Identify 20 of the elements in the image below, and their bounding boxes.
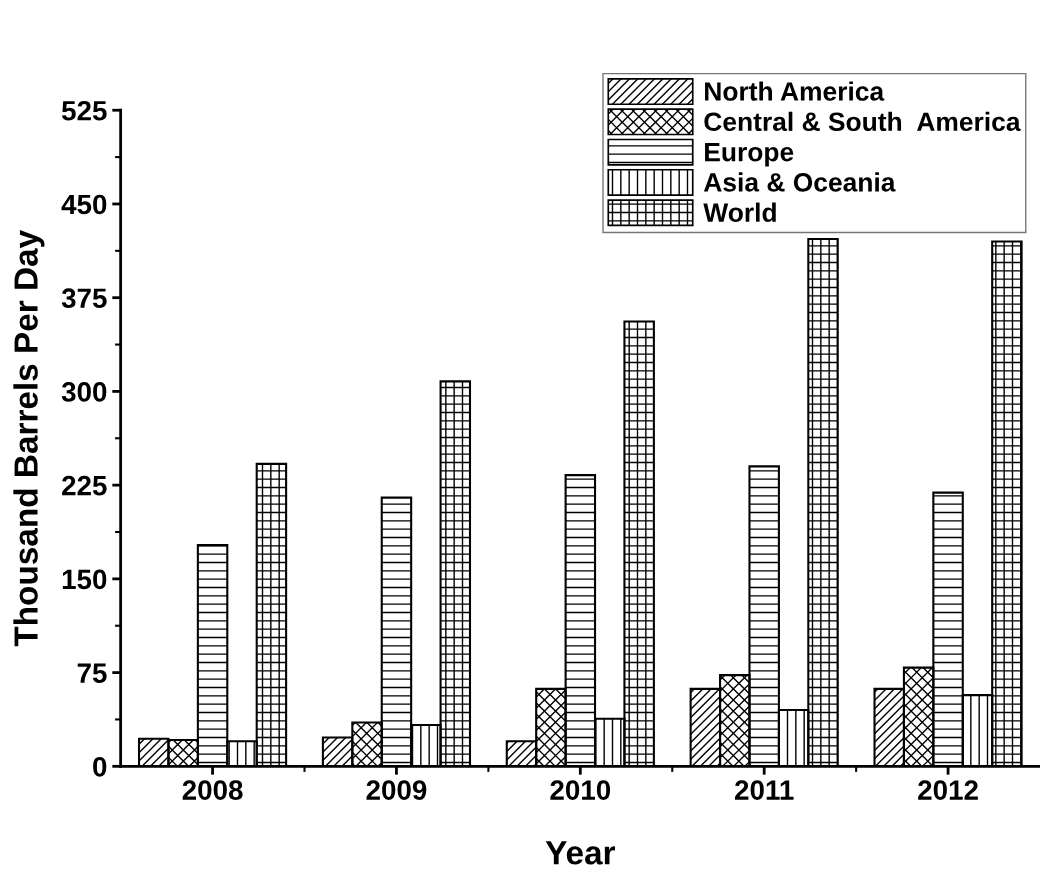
legend-label: North America	[705, 81, 885, 101]
x-tick-label: 2012	[918, 780, 978, 800]
y-tick-label: 225	[62, 475, 107, 496]
legend-label: Europe	[705, 142, 794, 167]
legend-label: Asia & Oceania	[703, 172, 896, 192]
x-tick-label: 2009	[366, 780, 427, 800]
y-axis-title: Thousand Barrels Per Day	[13, 230, 45, 647]
y-tick-label: 450	[61, 194, 107, 215]
x-tick-label: 2010	[550, 780, 611, 800]
y-tick-label: 75	[77, 663, 107, 683]
x-tick-label: 2011	[735, 780, 794, 800]
y-tick-label: 150	[62, 569, 107, 590]
y-tick-label: 525	[61, 100, 107, 121]
legend-label: Central & South America	[704, 111, 1021, 132]
y-tick-label: 300	[61, 382, 107, 402]
legend-label: World	[703, 202, 776, 222]
x-tick-label: 2008	[182, 780, 243, 800]
y-tick-label: 0	[93, 756, 107, 777]
y-tick-label: 375	[61, 288, 107, 309]
x-axis-title: Year	[545, 841, 616, 865]
